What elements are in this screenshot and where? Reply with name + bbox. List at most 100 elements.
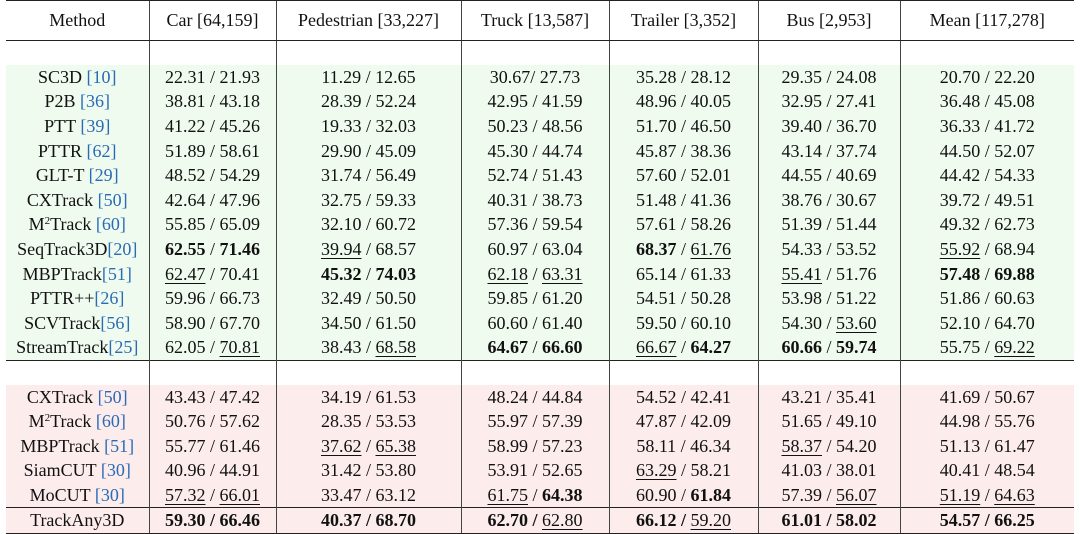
value-separator: / bbox=[205, 411, 220, 432]
precision-value: 61.47 bbox=[994, 435, 1035, 456]
value-cell: 29.90 / 45.09 bbox=[275, 138, 461, 164]
value-separator: / bbox=[821, 386, 836, 407]
value-cell: 11.29 / 12.65 bbox=[275, 65, 461, 90]
success-value: 54.33 bbox=[781, 239, 822, 260]
precision-value: 40.05 bbox=[690, 91, 732, 112]
value-cell: 66.12 / 59.20 bbox=[608, 507, 758, 534]
method-cell: MoCUT [30] bbox=[6, 483, 149, 508]
value-separator: / bbox=[980, 510, 995, 531]
value-cell: 28.35 / 53.53 bbox=[275, 409, 461, 434]
value-separator: / bbox=[676, 239, 691, 260]
precision-value: 52.01 bbox=[690, 165, 732, 186]
success-value: 43.43 bbox=[164, 386, 206, 407]
value-cell: 57.32 / 66.01 bbox=[148, 483, 276, 508]
value-separator: / bbox=[527, 312, 542, 333]
value-separator: / bbox=[821, 337, 836, 358]
success-value: 53.98 bbox=[781, 288, 822, 309]
value-cell: 31.74 / 56.49 bbox=[275, 163, 461, 189]
value-separator: / bbox=[821, 91, 836, 112]
precision-value: 66.01 bbox=[219, 484, 261, 505]
value-cell: 58.99 / 57.23 bbox=[460, 434, 609, 459]
value-separator: / bbox=[821, 66, 836, 87]
value-cell: 55.75 / 69.22 bbox=[899, 335, 1074, 361]
method-cell: GLT-T [29] bbox=[6, 163, 149, 189]
value-separator: / bbox=[980, 263, 995, 284]
success-value: 54.51 bbox=[635, 288, 677, 309]
value-cell: 48.24 / 44.84 bbox=[460, 384, 609, 410]
method-name: MoCUT bbox=[29, 484, 95, 505]
value-cell: 32.75 / 59.33 bbox=[275, 188, 461, 213]
citation-link: [60] bbox=[95, 214, 126, 235]
precision-value: 32.03 bbox=[375, 116, 417, 137]
citation-link: [50] bbox=[97, 189, 128, 210]
value-cell: 58.37 / 54.20 bbox=[757, 434, 900, 459]
value-cell: 29.35 / 24.08 bbox=[757, 65, 900, 90]
precision-value: 64.38 bbox=[542, 484, 583, 505]
success-value: 63.29 bbox=[635, 460, 677, 481]
value-cell: 34.19 / 61.53 bbox=[275, 384, 461, 410]
value-cell: 51.48 / 41.36 bbox=[608, 188, 758, 213]
success-value: 48.96 bbox=[635, 91, 677, 112]
precision-value: 28.12 bbox=[690, 66, 732, 87]
value-cell: 51.89 / 58.61 bbox=[148, 138, 276, 164]
value-cell: 63.29 / 58.21 bbox=[608, 458, 758, 484]
precision-value: 61.40 bbox=[542, 312, 583, 333]
value-cell: 47.87 / 42.09 bbox=[608, 409, 758, 434]
method-cell: M2Track [60] bbox=[6, 409, 149, 434]
success-value: 45.32 bbox=[320, 263, 362, 284]
value-separator: / bbox=[821, 484, 836, 505]
success-value: 39.94 bbox=[320, 239, 362, 260]
success-value: 58.37 bbox=[781, 435, 822, 456]
success-value: 57.36 bbox=[487, 214, 528, 235]
method-name: SC3D bbox=[37, 66, 87, 87]
value-cell: 62.70 / 62.80 bbox=[460, 507, 609, 534]
precision-value: 69.22 bbox=[994, 337, 1035, 358]
value-separator: / bbox=[676, 91, 691, 112]
success-value: 40.31 bbox=[487, 189, 528, 210]
value-cell: 51.70 / 46.50 bbox=[608, 114, 758, 139]
value-separator: / bbox=[527, 386, 542, 407]
value-cell: 44.42 / 54.33 bbox=[899, 163, 1074, 189]
header-method: Method bbox=[6, 0, 149, 41]
precision-value: 42.41 bbox=[690, 386, 732, 407]
success-value: 59.85 bbox=[487, 288, 528, 309]
success-value: 22.31 bbox=[164, 66, 206, 87]
precision-value: 61.53 bbox=[375, 386, 417, 407]
value-cell: 55.41 / 51.76 bbox=[757, 261, 900, 287]
value-cell: 32.10 / 60.72 bbox=[275, 212, 461, 238]
group-spacer bbox=[6, 359, 1074, 385]
value-separator: / bbox=[980, 116, 995, 137]
method-cell: PTT [39] bbox=[6, 114, 149, 139]
precision-value: 66.46 bbox=[219, 510, 261, 531]
method-name: PTTR++ bbox=[30, 288, 95, 309]
value-cell: 51.65 / 49.10 bbox=[757, 409, 900, 434]
value-cell: 54.33 / 53.52 bbox=[757, 237, 900, 262]
precision-value: 38.01 bbox=[836, 460, 877, 481]
value-cell: 62.05 / 70.81 bbox=[148, 335, 276, 361]
precision-value: 47.42 bbox=[219, 386, 261, 407]
table-row: P2B [36] 38.81 / 43.18 28.39 / 52.24 42.95 … bbox=[6, 89, 1074, 115]
value-cell: 52.74 / 51.43 bbox=[460, 163, 609, 189]
success-value: 60.66 bbox=[781, 337, 822, 358]
precision-value: 70.81 bbox=[219, 337, 261, 358]
method-cell: PTTR++[26] bbox=[6, 286, 149, 312]
success-value: 51.86 bbox=[939, 288, 981, 309]
precision-value: 59.33 bbox=[375, 189, 417, 210]
success-value: 51.70 bbox=[635, 116, 677, 137]
precision-value: 61.20 bbox=[542, 288, 583, 309]
value-separator: / bbox=[980, 239, 995, 260]
method-name: PTT bbox=[44, 116, 81, 137]
value-cell: 54.30 / 53.60 bbox=[757, 311, 900, 336]
value-separator: / bbox=[205, 189, 220, 210]
success-value: 41.69 bbox=[939, 386, 981, 407]
success-value: 35.28 bbox=[635, 66, 677, 87]
value-cell: 48.52 / 54.29 bbox=[148, 163, 276, 189]
success-value: 45.30 bbox=[487, 140, 528, 161]
success-value: 51.19 bbox=[939, 484, 981, 505]
value-separator: / bbox=[821, 460, 836, 481]
value-separator: / bbox=[205, 116, 220, 137]
value-cell: 35.28 / 28.12 bbox=[608, 65, 758, 90]
value-separator: / bbox=[676, 288, 691, 309]
value-cell: 58.11 / 46.34 bbox=[608, 434, 758, 459]
precision-value: 45.09 bbox=[375, 140, 417, 161]
